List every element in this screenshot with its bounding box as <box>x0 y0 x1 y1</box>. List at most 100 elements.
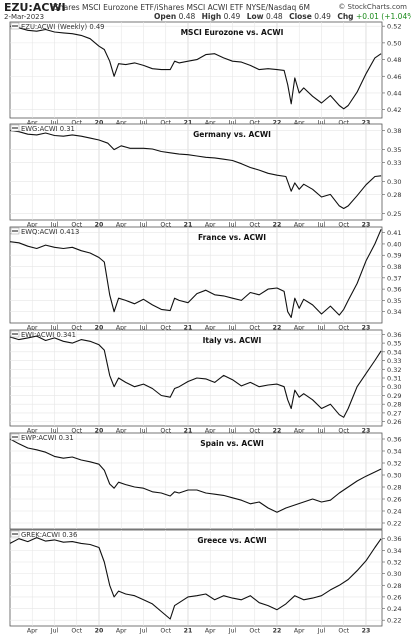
y-tick-label: 0.39 <box>387 252 401 260</box>
x-tick-label: Oct <box>249 222 260 229</box>
x-tick-label: Oct <box>338 325 349 332</box>
panel-title: MSCI Eurozone vs. ACWI <box>181 28 284 37</box>
chart-panel-2: 0.25 0.28 0.30 0.33 0.35 0.38 EWG:ACWI 0.31 Ger… <box>9 123 401 229</box>
x-tick-label: Apr <box>294 628 305 635</box>
x-tick-label: Oct <box>160 428 171 435</box>
x-tick-label: Jul <box>50 325 59 332</box>
y-tick-label: 0.42 <box>387 106 401 114</box>
x-tick-label: Apr <box>116 325 127 332</box>
y-tick-label: 0.22 <box>387 617 401 625</box>
high-label: High <box>201 12 222 21</box>
x-tick-label: 23 <box>362 222 371 229</box>
panel-title: Germany vs. ACWI <box>193 130 271 139</box>
y-tick-label: 0.37 <box>387 274 401 282</box>
x-tick-label: Oct <box>160 222 171 229</box>
y-tick-label: 0.24 <box>387 508 401 516</box>
series-line <box>9 129 382 210</box>
x-tick-label: Apr <box>294 325 305 332</box>
y-tick-label: 0.52 <box>387 23 401 31</box>
y-tick-label: 0.29 <box>387 392 401 400</box>
x-tick-label: Oct <box>338 628 349 635</box>
series-line <box>9 335 382 418</box>
x-tick-label: Oct <box>71 222 82 229</box>
y-tick-label: 0.41 <box>387 229 401 237</box>
x-tick-label: 23 <box>362 428 371 435</box>
low-label: Low <box>246 12 264 21</box>
x-tick-label: Jul <box>139 628 148 635</box>
x-tick-label: Apr <box>294 222 305 229</box>
x-tick-label: 21 <box>184 222 193 229</box>
y-tick-label: 0.22 <box>387 520 401 528</box>
x-tick-label: Apr <box>205 628 216 635</box>
chg-label: Chg <box>337 12 354 21</box>
x-tick-label: 20 <box>95 222 104 229</box>
x-tick-label: 23 <box>362 325 371 332</box>
y-tick-label: 0.25 <box>387 210 401 218</box>
x-tick-label: 22 <box>273 120 282 127</box>
y-tick-label: 0.34 <box>387 547 401 555</box>
chart-panel-6: 0.22 0.24 0.26 0.28 0.30 0.32 0.34 0.36 GREK:ACW… <box>9 529 401 635</box>
y-tick-label: 0.30 <box>387 178 401 186</box>
y-tick-label: 0.28 <box>387 484 401 492</box>
ohlc-readout: Open 0.48 High 0.49 Low 0.48 Close 0.49 … <box>150 12 411 21</box>
x-tick-label: Jul <box>139 222 148 229</box>
x-tick-label: 20 <box>95 628 104 635</box>
y-tick-label: 0.31 <box>387 375 401 383</box>
legend-label: GREK:ACWI 0.36 <box>21 531 77 539</box>
panel-title: France vs. ACWI <box>198 233 266 242</box>
x-tick-label: Oct <box>160 120 171 127</box>
x-tick-label: 23 <box>362 628 371 635</box>
x-tick-label: Jul <box>139 428 148 435</box>
x-tick-label: Jul <box>317 120 326 127</box>
y-tick-label: 0.33 <box>387 357 401 365</box>
y-tick-label: 0.27 <box>387 409 401 417</box>
y-tick-label: 0.40 <box>387 240 401 248</box>
y-tick-label: 0.33 <box>387 159 401 167</box>
legend-label: EWQ:ACWI 0.413 <box>21 228 79 236</box>
x-tick-label: 21 <box>184 628 193 635</box>
x-tick-label: Jul <box>228 628 237 635</box>
x-tick-label: Jul <box>317 222 326 229</box>
y-tick-label: 0.26 <box>387 496 401 504</box>
x-tick-label: 23 <box>362 120 371 127</box>
y-tick-label: 0.30 <box>387 472 401 480</box>
x-tick-label: Apr <box>27 120 38 127</box>
x-tick-label: Oct <box>160 628 171 635</box>
y-tick-label: 0.36 <box>387 535 401 543</box>
x-tick-label: Jul <box>50 120 59 127</box>
y-tick-label: 0.35 <box>387 297 401 305</box>
x-tick-label: 20 <box>95 120 104 127</box>
ticker-symbol: EZU:ACWI <box>4 1 66 14</box>
x-tick-label: Oct <box>338 120 349 127</box>
y-tick-label: 0.38 <box>387 263 401 271</box>
y-tick-label: 0.30 <box>387 570 401 578</box>
x-tick-label: Apr <box>116 222 127 229</box>
open-value: 0.48 <box>178 12 196 21</box>
x-tick-label: 20 <box>95 325 104 332</box>
y-tick-label: 0.35 <box>387 340 401 348</box>
x-tick-label: 21 <box>184 428 193 435</box>
series-line <box>9 438 382 513</box>
x-tick-label: Oct <box>249 120 260 127</box>
x-tick-label: 22 <box>273 222 282 229</box>
y-tick-label: 0.28 <box>387 401 401 409</box>
y-tick-label: 0.34 <box>387 448 401 456</box>
chart-panel-3: 0.34 0.35 0.36 0.37 0.38 0.39 0.40 0.41 EWQ:ACWI… <box>9 226 401 332</box>
x-tick-label: Apr <box>27 222 38 229</box>
x-tick-label: Oct <box>338 428 349 435</box>
x-tick-label: Oct <box>71 325 82 332</box>
plot-area <box>9 123 383 221</box>
series-line <box>9 537 382 620</box>
plot-area <box>9 529 383 627</box>
y-tick-label: 0.28 <box>387 582 401 590</box>
x-tick-label: Jul <box>228 222 237 229</box>
ticker-description: iShares MSCI Eurozone ETF/iShares MSCI A… <box>52 3 310 12</box>
series-line <box>9 229 382 318</box>
y-tick-label: 0.48 <box>387 56 401 64</box>
x-tick-label: Oct <box>249 428 260 435</box>
x-tick-label: Apr <box>205 428 216 435</box>
x-tick-label: Jul <box>50 222 59 229</box>
x-tick-label: Apr <box>294 120 305 127</box>
x-tick-label: 20 <box>95 428 104 435</box>
legend-label: EWI:ACWI 0.341 <box>21 331 76 339</box>
